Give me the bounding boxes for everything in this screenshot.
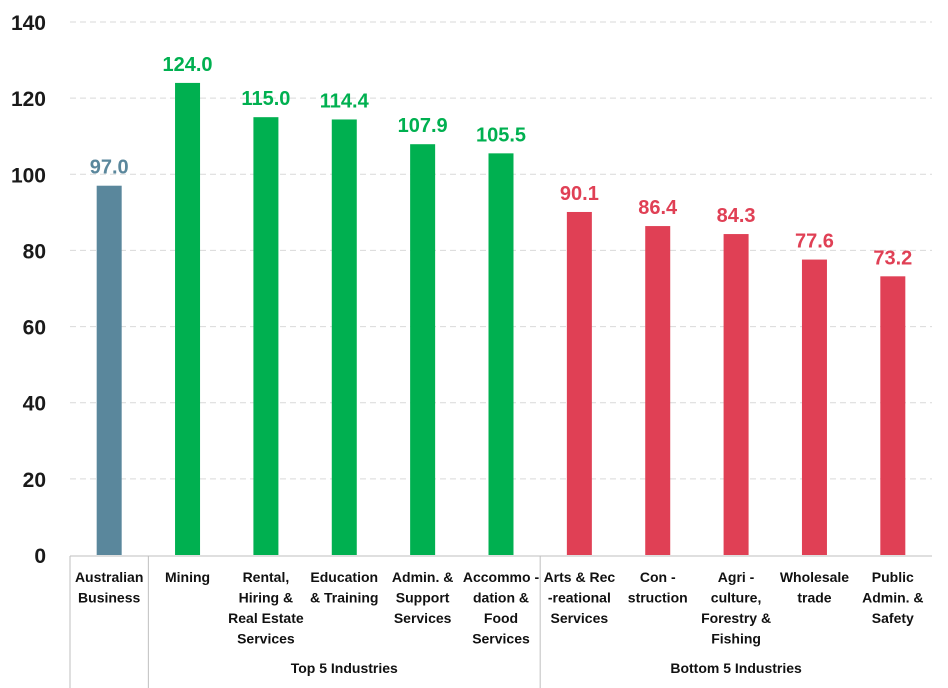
y-tick-label: 100 [11,164,46,187]
data-label: 84.3 [717,205,756,227]
x-axis [69,555,932,688]
bar [566,211,592,555]
bar [880,276,906,555]
category-label: Rental, Hiring & Real Estate Services [228,569,304,647]
category-label-line: Australian [75,569,143,585]
category-label: Public Admin. & Safety [862,569,923,626]
category-label-line: Arts & Rec [544,569,616,585]
bar [96,185,122,555]
category-label: Con - struction [628,569,688,606]
category-label-line: Accommo - [463,569,540,585]
category-label: Accommo - dation & Food Services [463,569,540,647]
category-label-line: Food [484,610,518,626]
category-label-line: Real Estate [228,610,304,626]
category-label-line: Business [78,590,140,606]
category-label-line: Mining [165,569,210,585]
category-label-line: Services [472,631,530,647]
category-label-line: dation & [473,590,529,606]
y-tick-label: 0 [34,545,46,568]
bar [410,144,436,555]
bar [723,234,749,555]
bar [488,153,514,555]
category-label: Admin. & Support Services [392,569,453,626]
data-label: 107.9 [398,115,448,137]
bars [96,82,906,556]
group-label: Top 5 Industries [291,660,398,676]
category-label: Wholesale trade [780,569,849,606]
y-axis-ticks: 0 20 40 60 80 100 120 140 [11,12,46,568]
category-label: Arts & Rec -reational Services [544,569,616,626]
category-label-line: & Training [310,590,378,606]
category-label-line: Admin. & [862,590,923,606]
category-label-line: Services [237,631,295,647]
y-tick-label: 40 [23,393,46,416]
y-tick-label: 20 [23,469,46,492]
category-label: Australian Business [75,569,143,606]
category-label-line: culture, [711,590,762,606]
data-label: 124.0 [163,54,213,76]
category-label: Education & Training [310,569,378,606]
group-label: Bottom 5 Industries [670,660,802,676]
category-label-line: Services [394,610,452,626]
y-tick-label: 60 [23,317,46,340]
category-label-line: Public [872,569,914,585]
category-label-line: Con - [640,569,676,585]
y-tick-label: 80 [23,240,46,263]
category-label-line: Fishing [711,631,761,647]
data-label: 86.4 [638,197,678,219]
category-label: Mining [165,569,210,585]
bar [175,82,201,556]
category-label-line: Agri - [718,569,755,585]
bar [253,117,279,555]
data-label: 115.0 [241,88,290,110]
category-label-line: Safety [872,610,914,626]
category-label-line: Education [310,569,378,585]
bar [331,119,357,555]
bar [801,259,827,555]
category-label-line: Forestry & [701,610,771,626]
category-label: Agri - culture, Forestry & Fishing [701,569,771,647]
category-label-line: Wholesale [780,569,849,585]
group-labels: Top 5 Industries Bottom 5 Industries [291,660,802,676]
category-label-line: trade [797,590,831,606]
category-label-line: Hiring & [239,590,293,606]
y-tick-label: 140 [11,12,46,35]
category-label-line: -reational [548,590,611,606]
category-label-line: struction [628,590,688,606]
data-label: 77.6 [795,231,834,253]
data-label: 105.5 [476,124,526,146]
data-label: 73.2 [873,247,912,269]
data-label: 90.1 [560,183,599,205]
category-label-line: Rental, [243,569,290,585]
data-label: 97.0 [90,157,129,179]
y-tick-label: 120 [11,88,46,111]
category-label-line: Admin. & [392,569,453,585]
category-label-line: Services [551,610,609,626]
data-labels: 97.0 124.0 115.0 114.4 107.9 105.5 90.1 86.4 84.… [90,54,913,269]
data-label: 114.4 [320,90,370,112]
bar [645,226,671,555]
category-label-line: Support [396,590,450,606]
